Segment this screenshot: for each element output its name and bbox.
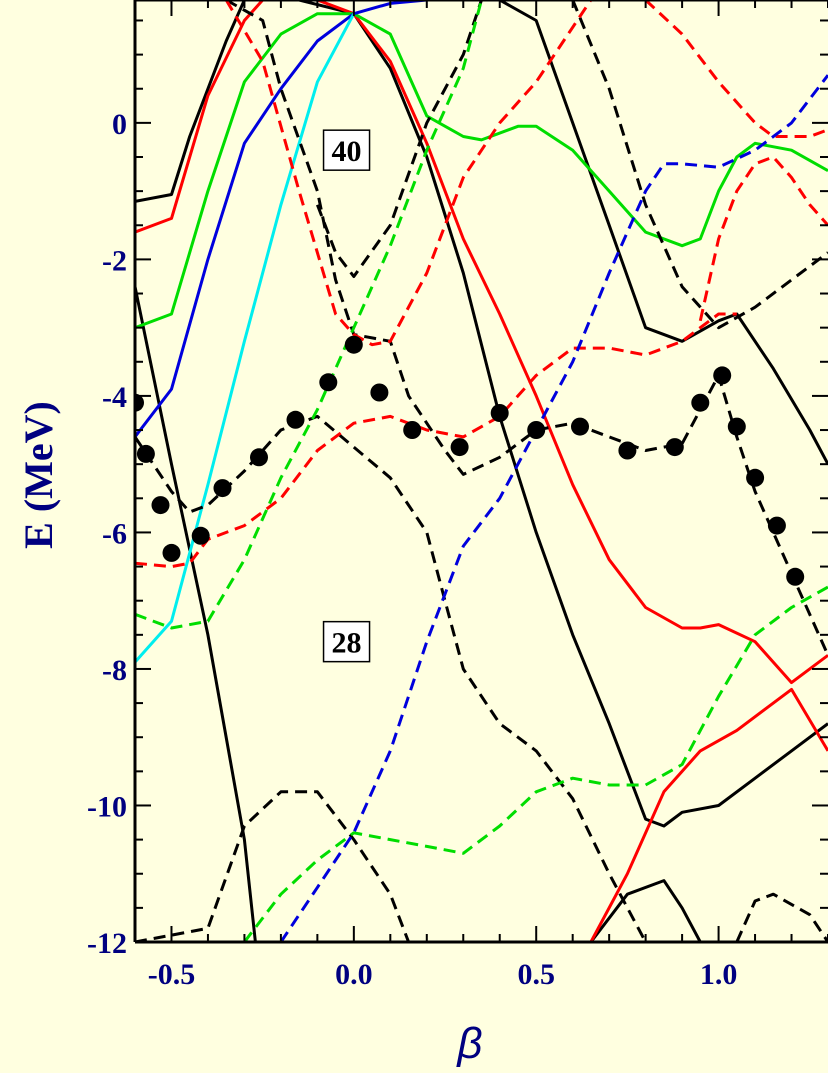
annotation-label: 40 bbox=[332, 135, 362, 168]
data-point-12 bbox=[403, 421, 422, 439]
series-line-9 bbox=[135, 0, 427, 438]
series-line-7 bbox=[589, 687, 828, 942]
series-line-21 bbox=[135, 0, 483, 630]
annotation-label: 28 bbox=[332, 627, 362, 660]
data-point-15 bbox=[527, 421, 546, 439]
series-line-14 bbox=[571, 0, 828, 330]
x-tick-label: -0.5 bbox=[148, 958, 196, 991]
series-line-23 bbox=[279, 74, 828, 942]
y-axis-label: E (MeV) bbox=[16, 401, 61, 549]
data-point-9 bbox=[319, 373, 338, 392]
series-layer bbox=[135, 0, 828, 942]
data-point-19 bbox=[691, 393, 710, 412]
y-tick-label: -10 bbox=[87, 790, 127, 823]
annotation-box bbox=[322, 129, 371, 171]
data-point-7 bbox=[250, 448, 268, 467]
series-line-8 bbox=[135, 12, 828, 330]
x-tick-label: 1.0 bbox=[700, 958, 738, 991]
data-point-2 bbox=[136, 444, 155, 463]
series-line-13 bbox=[315, 0, 483, 278]
data-point-14 bbox=[490, 404, 509, 422]
data-point-5 bbox=[191, 526, 210, 545]
y-tick-label: -6 bbox=[102, 517, 127, 550]
y-tick-label: 0 bbox=[112, 108, 127, 141]
series-line-3 bbox=[298, 0, 828, 828]
series-line-16 bbox=[735, 892, 828, 942]
x-tick-label: 0.5 bbox=[517, 958, 555, 991]
x-axis-label: β bbox=[455, 1019, 482, 1068]
data-point-8 bbox=[286, 410, 305, 429]
data-point-16 bbox=[571, 417, 589, 436]
data-point-17 bbox=[618, 441, 637, 460]
series-line-5 bbox=[589, 879, 702, 942]
data-point-13 bbox=[450, 438, 469, 457]
series-line-12 bbox=[225, 0, 828, 656]
data-point-18 bbox=[665, 438, 684, 457]
series-line-18 bbox=[224, 0, 593, 347]
y-tick-label: -12 bbox=[87, 927, 127, 960]
annotation-layer: 40 28 bbox=[322, 129, 371, 663]
data-point-6 bbox=[213, 479, 232, 498]
data-point-23 bbox=[767, 516, 786, 535]
tick-layer: -0.5 0.0 0.5 1.0 0 -2 -4 -6 -8 -10 -12 bbox=[87, 0, 828, 991]
y-tick-label: -8 bbox=[102, 654, 127, 687]
data-point-24 bbox=[786, 567, 805, 586]
series-line-22 bbox=[243, 585, 828, 942]
y-tick-label: -2 bbox=[102, 244, 127, 277]
series-line-19 bbox=[644, 0, 828, 138]
series-line-1 bbox=[135, 0, 246, 203]
x-tick-label: 0.0 bbox=[335, 958, 373, 991]
annotation-box bbox=[322, 620, 371, 663]
data-point-4 bbox=[162, 543, 181, 562]
series-line-20 bbox=[698, 155, 828, 322]
data-point-3 bbox=[151, 496, 170, 515]
series-line-4 bbox=[498, 0, 828, 465]
data-point-10 bbox=[344, 335, 363, 354]
series-line-11 bbox=[135, 414, 647, 942]
data-point-22 bbox=[746, 468, 765, 487]
data-point-11 bbox=[370, 383, 389, 402]
series-line-15 bbox=[135, 790, 411, 942]
data-point-20 bbox=[713, 366, 732, 385]
series-line-17 bbox=[135, 312, 737, 569]
series-line-10 bbox=[135, 12, 356, 664]
data-point-21 bbox=[727, 417, 746, 436]
data-point-1 bbox=[135, 393, 144, 412]
y-tick-label: -4 bbox=[102, 381, 127, 414]
marker-layer bbox=[135, 335, 805, 586]
